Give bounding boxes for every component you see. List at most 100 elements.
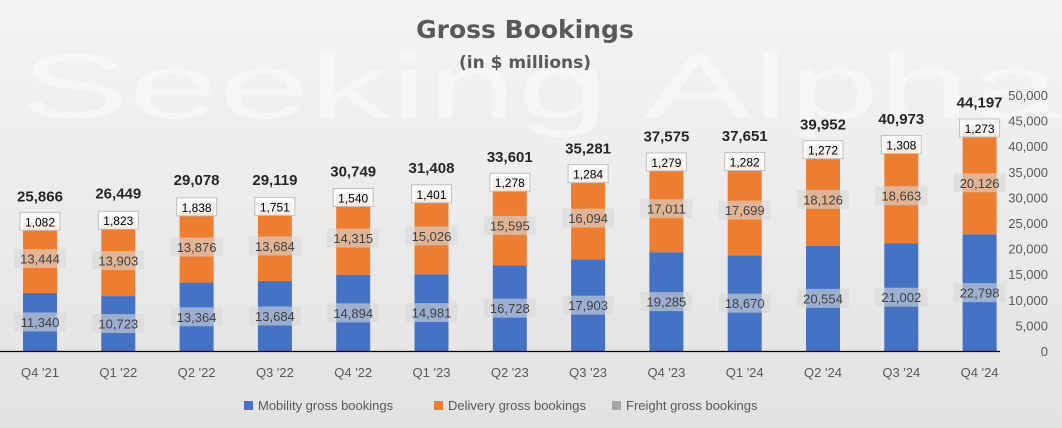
x-tick-label: Q4 '21 (21, 365, 59, 380)
data-label-box (562, 295, 615, 315)
watermark: Seeking Alpha (20, 36, 1061, 138)
data-label-box (483, 215, 536, 235)
data-label-box (170, 307, 223, 327)
freight-value-label: 1,272 (808, 144, 838, 158)
x-tick-label: Q3 '23 (569, 365, 607, 380)
x-tick-label: Q4 '24 (961, 365, 999, 380)
data-label-box (640, 292, 693, 312)
data-label-box (327, 303, 380, 323)
y-tick-label: 20,000 (1008, 242, 1048, 257)
total-value-label: 40,973 (878, 111, 924, 128)
data-label-box (797, 288, 849, 308)
delivery-value-label: 20,126 (960, 176, 1000, 191)
data-label-box (327, 228, 380, 248)
total-value-label: 30,749 (330, 164, 376, 181)
total-value-label: 29,119 (252, 172, 297, 189)
delivery-value-label: 17,011 (647, 202, 686, 217)
delivery-value-label: 13,684 (255, 239, 295, 254)
chart-subtitle: (in $ millions) (459, 53, 591, 73)
freight-value-label: 1,823 (103, 214, 133, 228)
delivery-value-label: 13,903 (98, 254, 138, 269)
chart-title: Gross Bookings (416, 15, 634, 44)
legend-label: Delivery gross bookings (448, 398, 587, 413)
delivery-value-label: 13,876 (177, 240, 217, 255)
data-label-box (483, 298, 536, 318)
x-tick-label: Q4 '23 (647, 365, 685, 380)
x-tick-label: Q1 '23 (413, 365, 451, 380)
data-label-box (248, 236, 301, 256)
total-value-label: 25,866 (17, 189, 63, 206)
data-label-box (875, 186, 928, 206)
total-value-label: 33,601 (487, 149, 533, 166)
mobility-value-label: 21,002 (881, 290, 921, 305)
legend-label: Mobility gross bookings (258, 398, 394, 413)
data-label-box (97, 210, 139, 230)
legend-label: Freight gross bookings (626, 398, 758, 413)
mobility-value-label: 10,723 (98, 317, 138, 332)
y-tick-label: 45,000 (1008, 114, 1048, 129)
freight-value-label: 1,284 (573, 168, 603, 182)
delivery-value-label: 18,663 (881, 189, 921, 204)
x-tick-label: Q1 '24 (726, 365, 764, 380)
x-tick-label: Q2 '22 (178, 365, 216, 380)
y-tick-label: 30,000 (1008, 190, 1048, 205)
delivery-value-label: 14,315 (333, 231, 373, 246)
y-tick-label: 40,000 (1008, 139, 1048, 154)
freight-value-label: 1,401 (416, 188, 446, 202)
x-tick-label: Q3 '24 (882, 365, 920, 380)
data-label-box (880, 135, 922, 155)
total-value-label: 37,575 (643, 129, 689, 146)
data-label-box (724, 152, 766, 172)
legend-swatch-delivery (434, 401, 443, 410)
data-label-box (176, 197, 218, 217)
mobility-value-label: 19,285 (647, 295, 687, 310)
y-axis: 0 5,000 10,000 15,000 20,000 25,000 30,000 35,0… (0, 88, 1048, 359)
mobility-value-label: 14,981 (412, 306, 452, 321)
delivery-value-label: 16,094 (568, 211, 608, 226)
total-value-label: 26,449 (95, 186, 141, 203)
mobility-value-label: 14,894 (333, 306, 373, 321)
x-tick-label: Q1 '22 (99, 365, 137, 380)
mobility-value-label: 11,340 (21, 315, 60, 330)
delivery-value-label: 15,595 (490, 218, 530, 233)
data-label-box (718, 293, 771, 313)
x-tick-label: Q2 '23 (491, 365, 529, 380)
data-label-box (92, 314, 145, 334)
data-label-box (19, 211, 61, 231)
total-value-label: 37,651 (722, 128, 768, 145)
delivery-value-label: 17,699 (725, 203, 765, 218)
y-tick-label: 10,000 (1008, 293, 1048, 308)
legend-swatch-freight (612, 401, 621, 410)
freight-value-label: 1,278 (495, 176, 525, 190)
data-label-box (248, 306, 301, 326)
freight-value-label: 1,308 (886, 139, 916, 153)
y-tick-label: 50,000 (1008, 88, 1048, 103)
x-tick-label: Q3 '22 (256, 365, 294, 380)
mobility-value-label: 18,670 (725, 296, 765, 311)
data-label-box (14, 312, 66, 332)
total-value-label: 44,197 (957, 95, 1003, 112)
mobility-value-label: 17,903 (568, 298, 608, 313)
data-label-box (959, 118, 1001, 138)
y-tick-label: 15,000 (1008, 267, 1048, 282)
mobility-value-label: 20,554 (803, 291, 843, 306)
legend: Mobility gross bookings Delivery gross bo… (244, 398, 758, 413)
freight-value-label: 1,282 (730, 156, 760, 170)
data-label-box (953, 283, 1006, 303)
data-label-box (92, 251, 145, 271)
delivery-value-label: 13,444 (20, 252, 60, 267)
data-label-box (405, 226, 458, 246)
delivery-value-label: 18,126 (803, 192, 843, 207)
mobility-value-label: 16,728 (490, 301, 530, 316)
delivery-value-label: 15,026 (412, 229, 452, 244)
data-label-box (254, 196, 296, 216)
data-label-box (718, 200, 771, 220)
freight-value-label: 1,540 (338, 192, 368, 206)
freight-value-label: 1,751 (260, 200, 290, 214)
mobility-value-label: 13,364 (177, 310, 217, 325)
data-label-box (953, 173, 1006, 193)
y-tick-label: 25,000 (1008, 216, 1048, 231)
total-value-label: 31,408 (409, 160, 455, 177)
data-label-box (567, 164, 609, 184)
